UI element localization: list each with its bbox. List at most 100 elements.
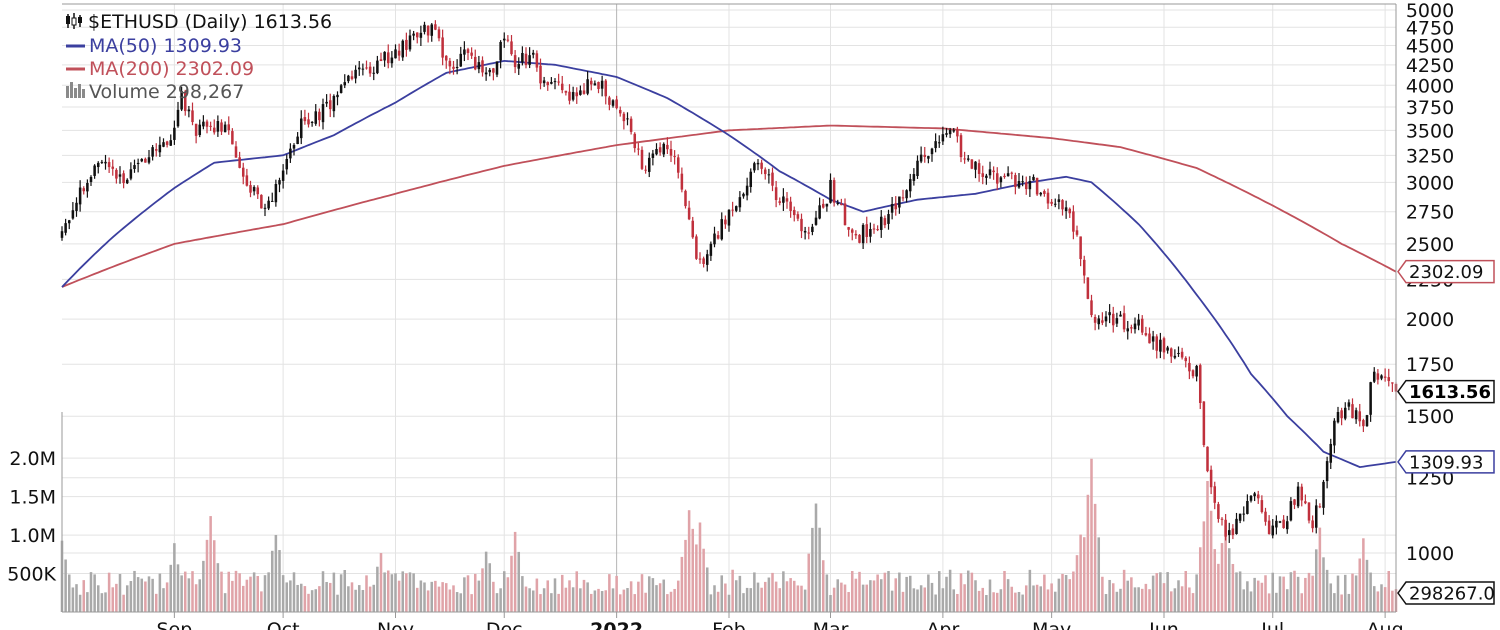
volume-bar xyxy=(792,580,796,612)
price-tick-label: 4500 xyxy=(1406,36,1454,58)
volume-bar xyxy=(78,594,82,612)
volume-bar xyxy=(1046,589,1050,612)
price-candle xyxy=(1032,174,1035,181)
volume-bar xyxy=(1068,579,1072,612)
volume-bar xyxy=(1369,572,1372,612)
volume-bar xyxy=(546,580,550,612)
volume-bar xyxy=(560,574,564,612)
price-candle xyxy=(647,152,651,178)
volume-bar xyxy=(1354,575,1358,612)
volume-bar xyxy=(1191,593,1195,612)
volume-bar xyxy=(93,574,96,612)
volume-bars-icon xyxy=(66,82,85,98)
price-candle xyxy=(698,252,702,264)
price-candle xyxy=(1097,315,1101,330)
volume-bar xyxy=(705,567,709,612)
price-candle xyxy=(850,228,854,241)
volume-bar xyxy=(1391,590,1394,612)
price-candle xyxy=(1347,399,1351,411)
last-value-tag-text: 1309.93 xyxy=(1409,452,1483,473)
price-candle xyxy=(916,155,919,179)
price-candle xyxy=(1010,171,1014,180)
volume-bar xyxy=(716,591,720,612)
volume-bar xyxy=(640,574,644,612)
price-candle xyxy=(1383,368,1387,382)
volume-bar xyxy=(140,578,144,612)
volume-bar xyxy=(347,586,350,612)
price-candle xyxy=(724,215,727,229)
price-candle xyxy=(1155,334,1159,359)
volume-bar xyxy=(1343,574,1347,612)
volume-bar xyxy=(1256,580,1260,612)
price-candle xyxy=(430,23,434,42)
volume-bar xyxy=(281,575,285,612)
price-tick-label: 3750 xyxy=(1406,97,1454,119)
price-candle xyxy=(1064,200,1068,219)
price-tick-label: 1500 xyxy=(1406,406,1454,428)
price-candle xyxy=(745,177,749,201)
volume-bar xyxy=(1043,574,1046,612)
price-candle xyxy=(1061,199,1064,216)
volume-bar xyxy=(285,582,289,612)
price-candle xyxy=(75,197,78,217)
price-tick-label: 4750 xyxy=(1406,17,1454,39)
volume-bar xyxy=(738,575,742,612)
volume-bar xyxy=(1032,585,1035,612)
price-candle xyxy=(727,209,731,232)
price-candle xyxy=(1003,173,1006,179)
date-tick-label: May xyxy=(1032,619,1071,630)
price-candle xyxy=(836,199,840,206)
volume-bar xyxy=(1079,534,1082,612)
volume-bar xyxy=(763,581,767,612)
volume-bar xyxy=(1227,548,1231,612)
legend: $ETHUSD (Daily) 1613.56 MA(50) 1309.93 M… xyxy=(66,11,332,103)
price-candle xyxy=(655,143,658,156)
price-candle xyxy=(1014,172,1017,195)
price-candle xyxy=(644,165,647,174)
price-candle xyxy=(260,194,263,209)
volume-bar xyxy=(1282,576,1285,612)
ma50-legend-label: MA(50) 1309.93 xyxy=(89,35,242,57)
volume-bar xyxy=(995,592,999,612)
volume-bar xyxy=(655,585,658,612)
volume-bar xyxy=(1021,594,1024,612)
volume-bar xyxy=(1028,569,1032,612)
volume-bar xyxy=(1119,588,1122,612)
price-candle xyxy=(622,111,626,130)
price-candle xyxy=(1282,515,1285,529)
price-candle xyxy=(941,126,945,145)
volume-bar xyxy=(1130,577,1133,612)
price-candle xyxy=(408,29,412,52)
volume-bar xyxy=(1293,570,1296,612)
volume-bar xyxy=(579,588,582,612)
volume-bar xyxy=(437,586,441,612)
volume-bar xyxy=(162,588,165,612)
volume-bar xyxy=(245,579,249,612)
chart-title-row: $ETHUSD (Daily) 1613.56 xyxy=(66,11,332,33)
last-value-tag-text: 1613.56 xyxy=(1409,382,1491,403)
volume-bar xyxy=(415,587,419,612)
volume-bar xyxy=(854,578,858,612)
date-tick-label: Jun xyxy=(1148,619,1179,630)
volume-bar xyxy=(278,550,281,612)
volume-bar xyxy=(553,578,557,612)
volume-bar xyxy=(923,587,927,612)
price-candle xyxy=(1137,313,1140,331)
volume-bar xyxy=(408,572,412,612)
volume-bar xyxy=(220,571,223,612)
volume-bar xyxy=(847,592,850,612)
price-candle xyxy=(405,32,408,57)
price-candle xyxy=(919,146,923,164)
volume-bar xyxy=(1235,572,1238,612)
price-candle xyxy=(267,196,270,211)
price-candle xyxy=(1133,317,1137,334)
price-candle xyxy=(1053,198,1057,208)
price-candle xyxy=(738,191,742,212)
price-candle xyxy=(89,175,93,186)
price-candle xyxy=(843,198,847,226)
date-tick-label: 2022 xyxy=(590,619,643,630)
price-candle xyxy=(368,62,372,77)
volume-bar xyxy=(466,575,470,612)
price-candle xyxy=(263,203,267,217)
